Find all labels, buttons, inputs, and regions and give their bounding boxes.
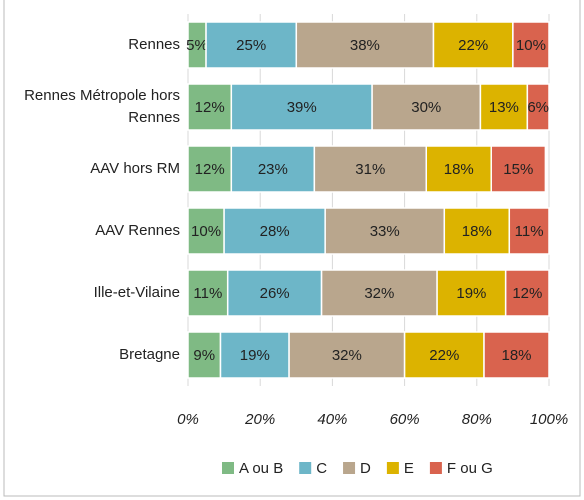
bar-segment — [508, 207, 550, 255]
bar-segment — [432, 21, 514, 69]
chart-frame — [3, 0, 581, 497]
value-label: 25% — [236, 37, 266, 54]
value-label: 13% — [489, 99, 519, 116]
bar-segment — [187, 269, 229, 317]
value-label: 32% — [364, 285, 394, 302]
value-label: 28% — [260, 223, 290, 240]
x-tick-label: 0% — [177, 411, 199, 428]
value-label: 18% — [444, 161, 474, 178]
category-label: Bretagne — [119, 346, 180, 363]
bar-segment — [230, 145, 316, 193]
bar-segment — [526, 83, 550, 131]
value-label: 30% — [411, 99, 441, 116]
value-label: 11% — [193, 285, 222, 302]
legend-swatch — [429, 462, 442, 474]
bar-segment — [313, 145, 428, 193]
x-tick-label: 100% — [530, 411, 568, 428]
value-label: 5% — [186, 37, 208, 54]
x-tick-label: 40% — [317, 411, 347, 428]
legend-label: E — [404, 460, 414, 477]
value-label: 10% — [191, 223, 221, 240]
bar-segment — [490, 145, 547, 193]
value-label: 39% — [287, 99, 317, 116]
value-label: 18% — [462, 223, 492, 240]
value-label: 11% — [515, 223, 544, 240]
x-tick-label: 60% — [390, 411, 420, 428]
bar-segment — [443, 207, 511, 255]
category-label: Ille-et-Vilaine — [93, 284, 180, 301]
value-label: 22% — [429, 347, 459, 364]
legend-swatch — [222, 462, 234, 474]
bar-segment — [288, 331, 406, 379]
bar-segment — [295, 21, 435, 69]
value-label: 18% — [501, 347, 531, 364]
value-label: 12% — [195, 161, 225, 178]
value-label: 26% — [260, 285, 290, 302]
value-label: 19% — [456, 285, 486, 302]
legend-label: D — [360, 460, 371, 477]
bar-segment — [436, 269, 507, 317]
value-label: 12% — [195, 99, 225, 116]
value-label: 9% — [193, 347, 215, 364]
value-label: 32% — [332, 347, 362, 364]
category-label: AAV hors RM — [90, 160, 180, 177]
x-tick-label: 20% — [244, 411, 275, 428]
bar-segment — [230, 83, 373, 131]
value-label: 15% — [503, 161, 533, 178]
bar-segment — [483, 331, 550, 379]
value-label: 33% — [370, 223, 400, 240]
value-label: 10% — [516, 37, 546, 54]
bar-segment — [187, 207, 225, 255]
value-label: 38% — [350, 37, 380, 54]
value-label: 23% — [258, 161, 288, 178]
bar-segment — [371, 83, 482, 131]
value-label: 22% — [458, 37, 488, 54]
bar-segment — [187, 83, 233, 131]
bar-segment — [479, 83, 529, 131]
bar-segment — [223, 207, 326, 255]
bar-segment — [512, 21, 550, 69]
bar-segment — [187, 331, 222, 379]
x-tick-label: 80% — [462, 411, 492, 428]
legend-label: A ou B — [239, 460, 283, 477]
value-label: 12% — [512, 285, 542, 302]
category-label: AAV Rennes — [95, 222, 180, 239]
category-label: Rennes — [128, 36, 180, 53]
bar-segment — [226, 269, 323, 317]
value-label: 6% — [527, 99, 549, 116]
legend-label: C — [316, 460, 327, 477]
value-label: 31% — [355, 161, 385, 178]
legend-swatch — [343, 462, 356, 474]
bar-segment — [187, 145, 233, 193]
value-label: 19% — [240, 347, 270, 364]
legend-swatch — [299, 462, 312, 474]
bar-segment — [504, 269, 550, 317]
bar-segment — [219, 331, 290, 379]
bar-segment — [324, 207, 446, 255]
legend-swatch — [386, 462, 399, 474]
legend-label: F ou G — [447, 460, 493, 477]
category-label: Rennes Métropole hors Rennes — [24, 87, 180, 126]
